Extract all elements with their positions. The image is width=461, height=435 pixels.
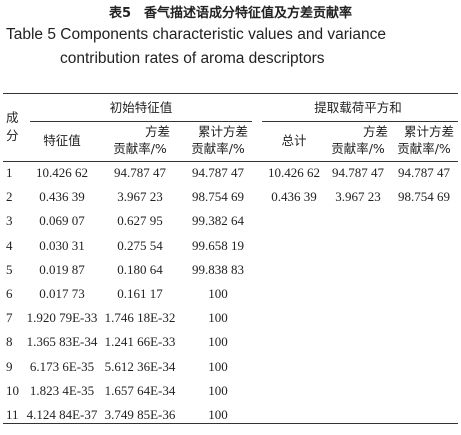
cell: 1.365 83E-34: [26, 334, 98, 350]
cell: 99.382 64: [192, 213, 244, 229]
cell: 6.173 6E-35: [29, 358, 95, 374]
cell: 100: [208, 286, 228, 301]
cell: 100: [208, 358, 228, 374]
cell: 0.069 07: [39, 213, 85, 229]
cell: 99.838 83: [192, 261, 244, 277]
cell: 94.787 47: [114, 165, 166, 180]
cell: 0.436 39: [39, 189, 85, 205]
cell: 3.967 23: [335, 189, 381, 205]
cell: 0.019 87: [39, 261, 85, 277]
row-header: 成分: [6, 110, 19, 143]
cell: 1.823 4E-35: [29, 382, 95, 398]
bottom-rule: [3, 423, 458, 424]
column-header: 特征值: [43, 133, 81, 148]
column-header: 累计方差: [403, 124, 454, 139]
cell: 100: [208, 407, 228, 422]
table-title: 表5 香气描述语成分特征值及方差贡献率: [108, 6, 353, 21]
cell: 100: [208, 310, 228, 326]
row-index: 9: [6, 358, 13, 374]
cell: 10.426 62: [36, 165, 88, 180]
row-index: 7: [6, 310, 13, 326]
cell: 98.754 69: [398, 189, 450, 205]
cell: 3.967 23: [117, 189, 163, 205]
cell: 5.612 36E-34: [104, 358, 176, 374]
group-rule: [262, 121, 458, 122]
cell: 0.275 54: [117, 237, 163, 253]
row-index: 6: [6, 286, 13, 301]
cell: 0.161 17: [117, 286, 163, 301]
column-header: 贡献率/%: [331, 141, 385, 156]
header-rule: [3, 161, 458, 162]
row-index: 10: [6, 382, 19, 398]
cell: 4.124 84E-37: [26, 407, 98, 422]
cell: 1.241 66E-33: [104, 334, 176, 350]
group-header: 提取载荷平方和: [314, 100, 402, 115]
cell: 98.754 69: [192, 189, 244, 205]
column-header: 方差: [144, 124, 170, 139]
row-index: 11: [6, 407, 19, 422]
cell: 0.017 73: [39, 286, 85, 301]
cell: 0.436 39: [271, 189, 317, 205]
cell: 3.749 85E-36: [104, 407, 176, 422]
row-index: 5: [6, 261, 13, 277]
table-subtitle: Table 5 Components characteristic values…: [6, 26, 386, 67]
cell: 10.426 62: [268, 165, 320, 180]
column-header: 贡献率/%: [113, 141, 167, 156]
row-index: 4: [6, 237, 13, 253]
row-index: 1: [6, 165, 13, 180]
column-header: 贡献率/%: [397, 141, 451, 156]
cell: 0.180 64: [117, 261, 163, 277]
cell: 94.787 47: [332, 165, 384, 180]
column-header: 总计: [281, 133, 307, 148]
cell: 94.787 47: [192, 165, 244, 180]
row-index: 8: [6, 334, 13, 350]
column-header: 贡献率/%: [191, 141, 245, 156]
cell: 100: [208, 334, 228, 350]
cell: 1.657 64E-34: [104, 382, 176, 398]
cell: 94.787 47: [398, 165, 450, 180]
top-rule: [3, 93, 458, 94]
cell: 99.658 19: [192, 237, 244, 253]
row-index: 2: [6, 189, 13, 205]
cell: 0.627 95: [117, 213, 163, 229]
cell: 1.746 18E-32: [104, 310, 176, 326]
cell: 1.920 79E-33: [26, 310, 98, 326]
cell: 0.030 31: [39, 237, 85, 253]
group-header: 初始特征值: [109, 100, 173, 115]
column-header: 方差: [362, 124, 388, 139]
group-rule: [30, 121, 252, 122]
column-header: 累计方差: [197, 124, 248, 139]
cell: 100: [208, 382, 228, 398]
row-index: 3: [6, 213, 13, 229]
